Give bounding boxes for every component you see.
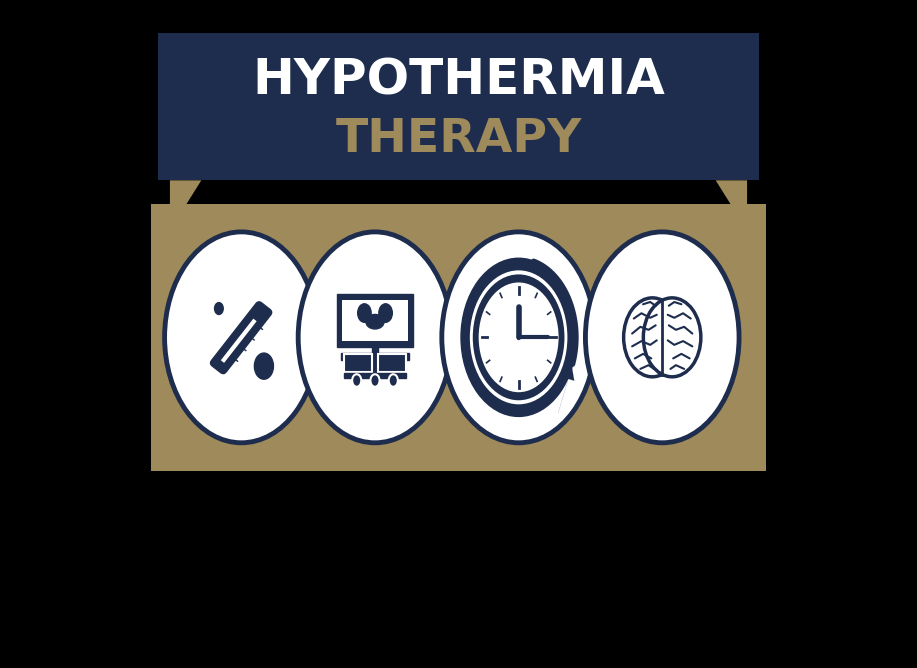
FancyBboxPatch shape [158,33,759,180]
Ellipse shape [479,283,558,392]
FancyBboxPatch shape [342,300,408,341]
Ellipse shape [215,303,223,315]
Ellipse shape [644,298,701,377]
Ellipse shape [352,374,361,387]
FancyBboxPatch shape [344,373,406,378]
FancyBboxPatch shape [337,294,414,347]
FancyBboxPatch shape [151,204,766,471]
FancyBboxPatch shape [341,353,409,360]
FancyBboxPatch shape [372,347,378,373]
Ellipse shape [254,353,273,379]
Text: HYPOTHERMIA: HYPOTHERMIA [252,56,665,104]
Ellipse shape [370,374,380,387]
FancyBboxPatch shape [221,319,257,363]
FancyBboxPatch shape [344,354,371,372]
Ellipse shape [516,335,521,340]
Ellipse shape [473,275,565,400]
Ellipse shape [585,232,739,443]
FancyBboxPatch shape [379,354,406,372]
Polygon shape [715,180,747,230]
Text: THERAPY: THERAPY [336,117,581,162]
Ellipse shape [298,232,452,443]
Ellipse shape [366,315,384,329]
Ellipse shape [389,374,398,387]
Ellipse shape [470,271,568,404]
Ellipse shape [624,298,681,377]
Ellipse shape [379,304,392,322]
Ellipse shape [358,304,371,322]
Ellipse shape [164,232,318,443]
FancyBboxPatch shape [211,302,271,373]
Polygon shape [170,180,202,230]
Ellipse shape [442,232,595,443]
Ellipse shape [461,259,576,416]
